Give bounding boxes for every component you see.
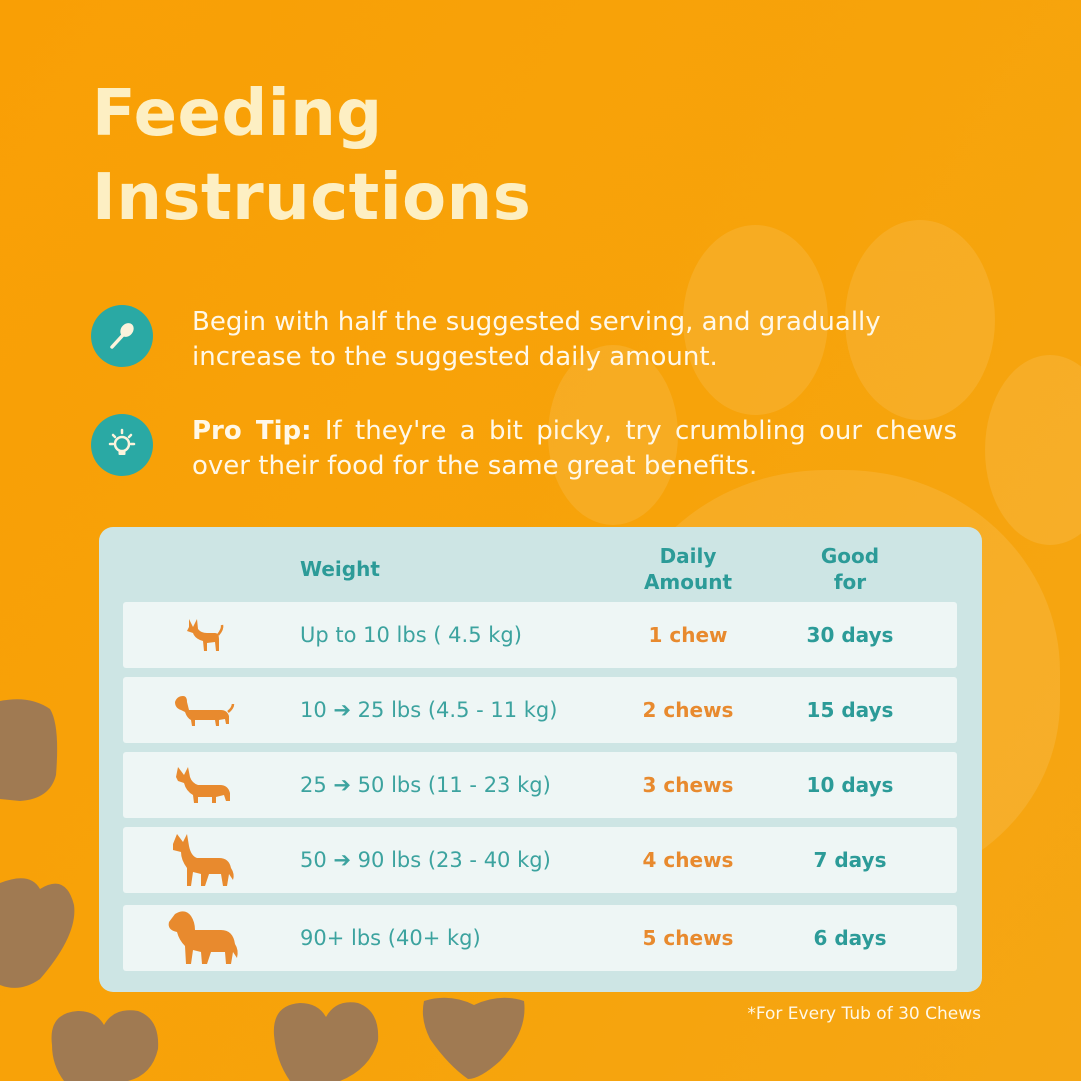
- header-good-for-line-2: for: [833, 570, 867, 594]
- chihuahua-icon: [163, 602, 243, 668]
- duration-cell: 7 days: [813, 848, 887, 872]
- header-daily-amount-line-2: Amount: [643, 570, 733, 594]
- tip-serving-text: Begin with half the suggested serving, a…: [192, 307, 881, 372]
- title-line-1: Feeding: [92, 77, 383, 151]
- table-row: Up to 10 lbs ( 4.5 kg) 1 chew 30 days: [123, 602, 957, 668]
- dachshund-icon: [163, 677, 243, 743]
- feeding-table: Weight Daily Amount Good for Up to 10 lb…: [99, 527, 982, 992]
- weight-cell: 10 ➔ 25 lbs (4.5 - 11 kg): [300, 698, 558, 722]
- duration-cell: 6 days: [813, 926, 887, 950]
- paw-print-decoration: [985, 355, 1081, 545]
- pro-tip-label: Pro Tip:: [192, 416, 312, 446]
- amount-cell: 5 chews: [642, 926, 734, 950]
- header-weight: Weight: [300, 557, 380, 581]
- table-row: 90+ lbs (40+ kg) 5 chews 6 days: [123, 905, 957, 971]
- weight-cell: 25 ➔ 50 lbs (11 - 23 kg): [300, 773, 551, 797]
- header-daily-amount: Daily Amount: [618, 543, 758, 595]
- paw-print-decoration: [845, 220, 995, 420]
- weight-cell: Up to 10 lbs ( 4.5 kg): [300, 623, 522, 647]
- table-row: 10 ➔ 25 lbs (4.5 - 11 kg) 2 chews 15 day…: [123, 677, 957, 743]
- lightbulb-icon: [91, 414, 153, 476]
- header-good-for-line-1: Good: [820, 544, 880, 568]
- amount-cell: 3 chews: [642, 773, 734, 797]
- corgi-icon: [163, 752, 243, 818]
- duration-cell: 15 days: [806, 698, 894, 722]
- header-daily-amount-line-1: Daily: [659, 544, 717, 568]
- tip-serving: Begin with half the suggested serving, a…: [91, 305, 957, 375]
- amount-cell: 2 chews: [642, 698, 734, 722]
- page-title: Feeding Instructions: [92, 72, 531, 240]
- chew-decoration: [0, 699, 58, 801]
- weight-cell: 50 ➔ 90 lbs (23 - 40 kg): [300, 848, 551, 872]
- table-row: 25 ➔ 50 lbs (11 - 23 kg) 3 chews 10 days: [123, 752, 957, 818]
- amount-cell: 1 chew: [648, 623, 728, 647]
- amount-cell: 4 chews: [642, 848, 734, 872]
- chew-decoration: [422, 997, 525, 1079]
- bernard-icon: [163, 905, 243, 971]
- chew-decoration: [273, 1002, 379, 1081]
- duration-cell: 30 days: [806, 623, 894, 647]
- paw-print-decoration: [548, 345, 678, 525]
- shepherd-icon: [163, 827, 243, 893]
- table-row: 50 ➔ 90 lbs (23 - 40 kg) 4 chews 7 days: [123, 827, 957, 893]
- pro-tip-body: If they're a bit picky, try crumbling ou…: [192, 416, 958, 481]
- chew-decoration: [51, 1010, 159, 1081]
- header-good-for: Good for: [780, 543, 920, 595]
- chew-decoration: [0, 878, 75, 988]
- paw-print-decoration: [683, 225, 828, 415]
- footnote: *For Every Tub of 30 Chews: [747, 1004, 981, 1024]
- weight-cell: 90+ lbs (40+ kg): [300, 926, 481, 950]
- title-line-2: Instructions: [92, 161, 532, 235]
- tip-pro-text: Pro Tip: If they're a bit picky, try cru…: [192, 414, 957, 484]
- tip-pro: Pro Tip: If they're a bit picky, try cru…: [91, 414, 957, 484]
- spoon-icon: [91, 305, 153, 367]
- duration-cell: 10 days: [806, 773, 894, 797]
